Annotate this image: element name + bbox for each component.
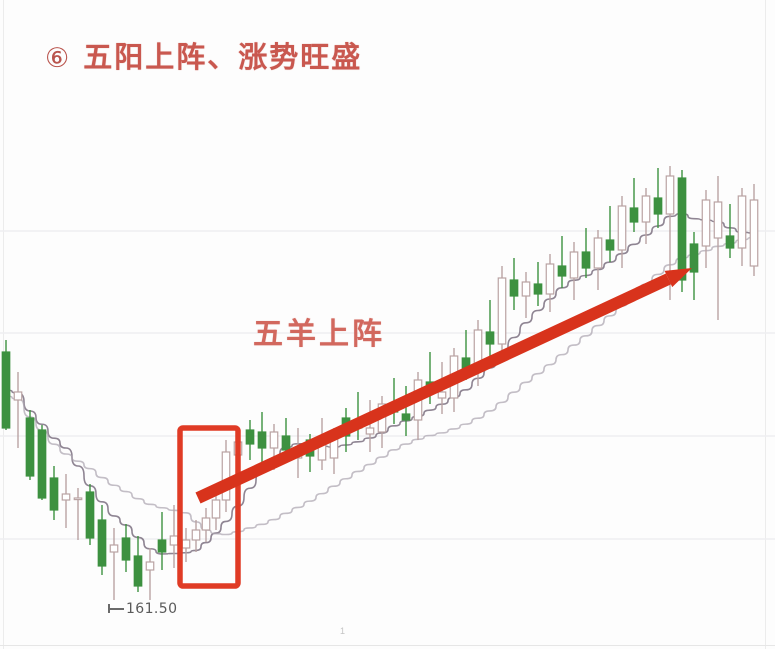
page-heading: ⑥ 五阳上阵、涨势旺盛 (45, 44, 362, 73)
page-border-right (765, 0, 766, 649)
section-number-badge: ⑥ (45, 43, 70, 74)
chart-overlays (177, 268, 692, 589)
callout-leader-line (108, 605, 124, 612)
page-title: 五阳上阵、涨势旺盛 (83, 42, 363, 74)
page-border-bottom (0, 645, 775, 646)
page-number: 1 (340, 626, 346, 636)
moving-average-lines (5, 212, 755, 555)
chart-canvas (0, 166, 775, 600)
price-callout: 161.50 (108, 601, 177, 617)
price-label: 161.50 (126, 601, 178, 617)
page-border-left (3, 0, 4, 649)
pattern-annotation-label: 五羊上阵 (253, 318, 385, 351)
candlestick-series (1, 166, 759, 600)
candlestick-chart (0, 120, 775, 645)
